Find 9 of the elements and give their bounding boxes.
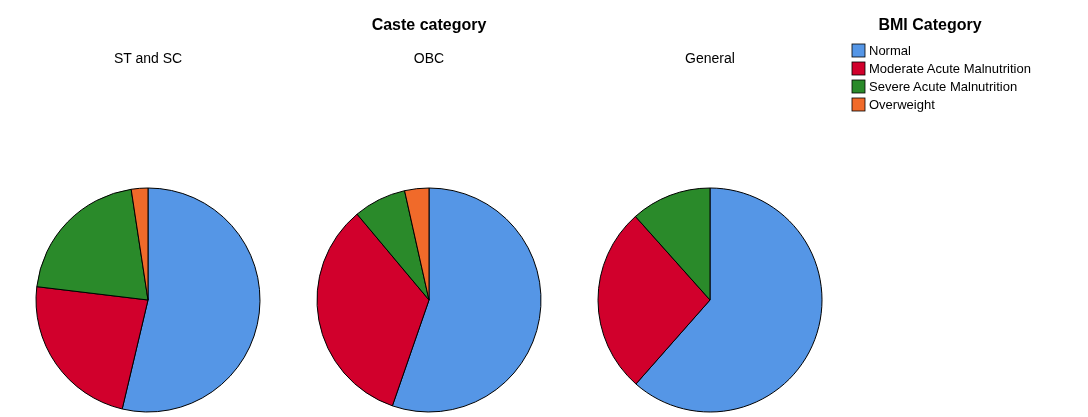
- legend-label: Overweight: [869, 97, 936, 112]
- legend-title: BMI Category: [878, 16, 982, 33]
- chart-title: General: [685, 50, 735, 66]
- text: ST and SC: [113, 50, 183, 66]
- legend-label: Severe Acute Malnutrition: [869, 79, 1018, 94]
- legend-label: Moderate Acute Malnutrition: [869, 61, 1031, 76]
- text: Caste category: [371, 16, 487, 33]
- legend-label: Normal: [869, 43, 912, 58]
- chart-title: OBC: [413, 50, 445, 66]
